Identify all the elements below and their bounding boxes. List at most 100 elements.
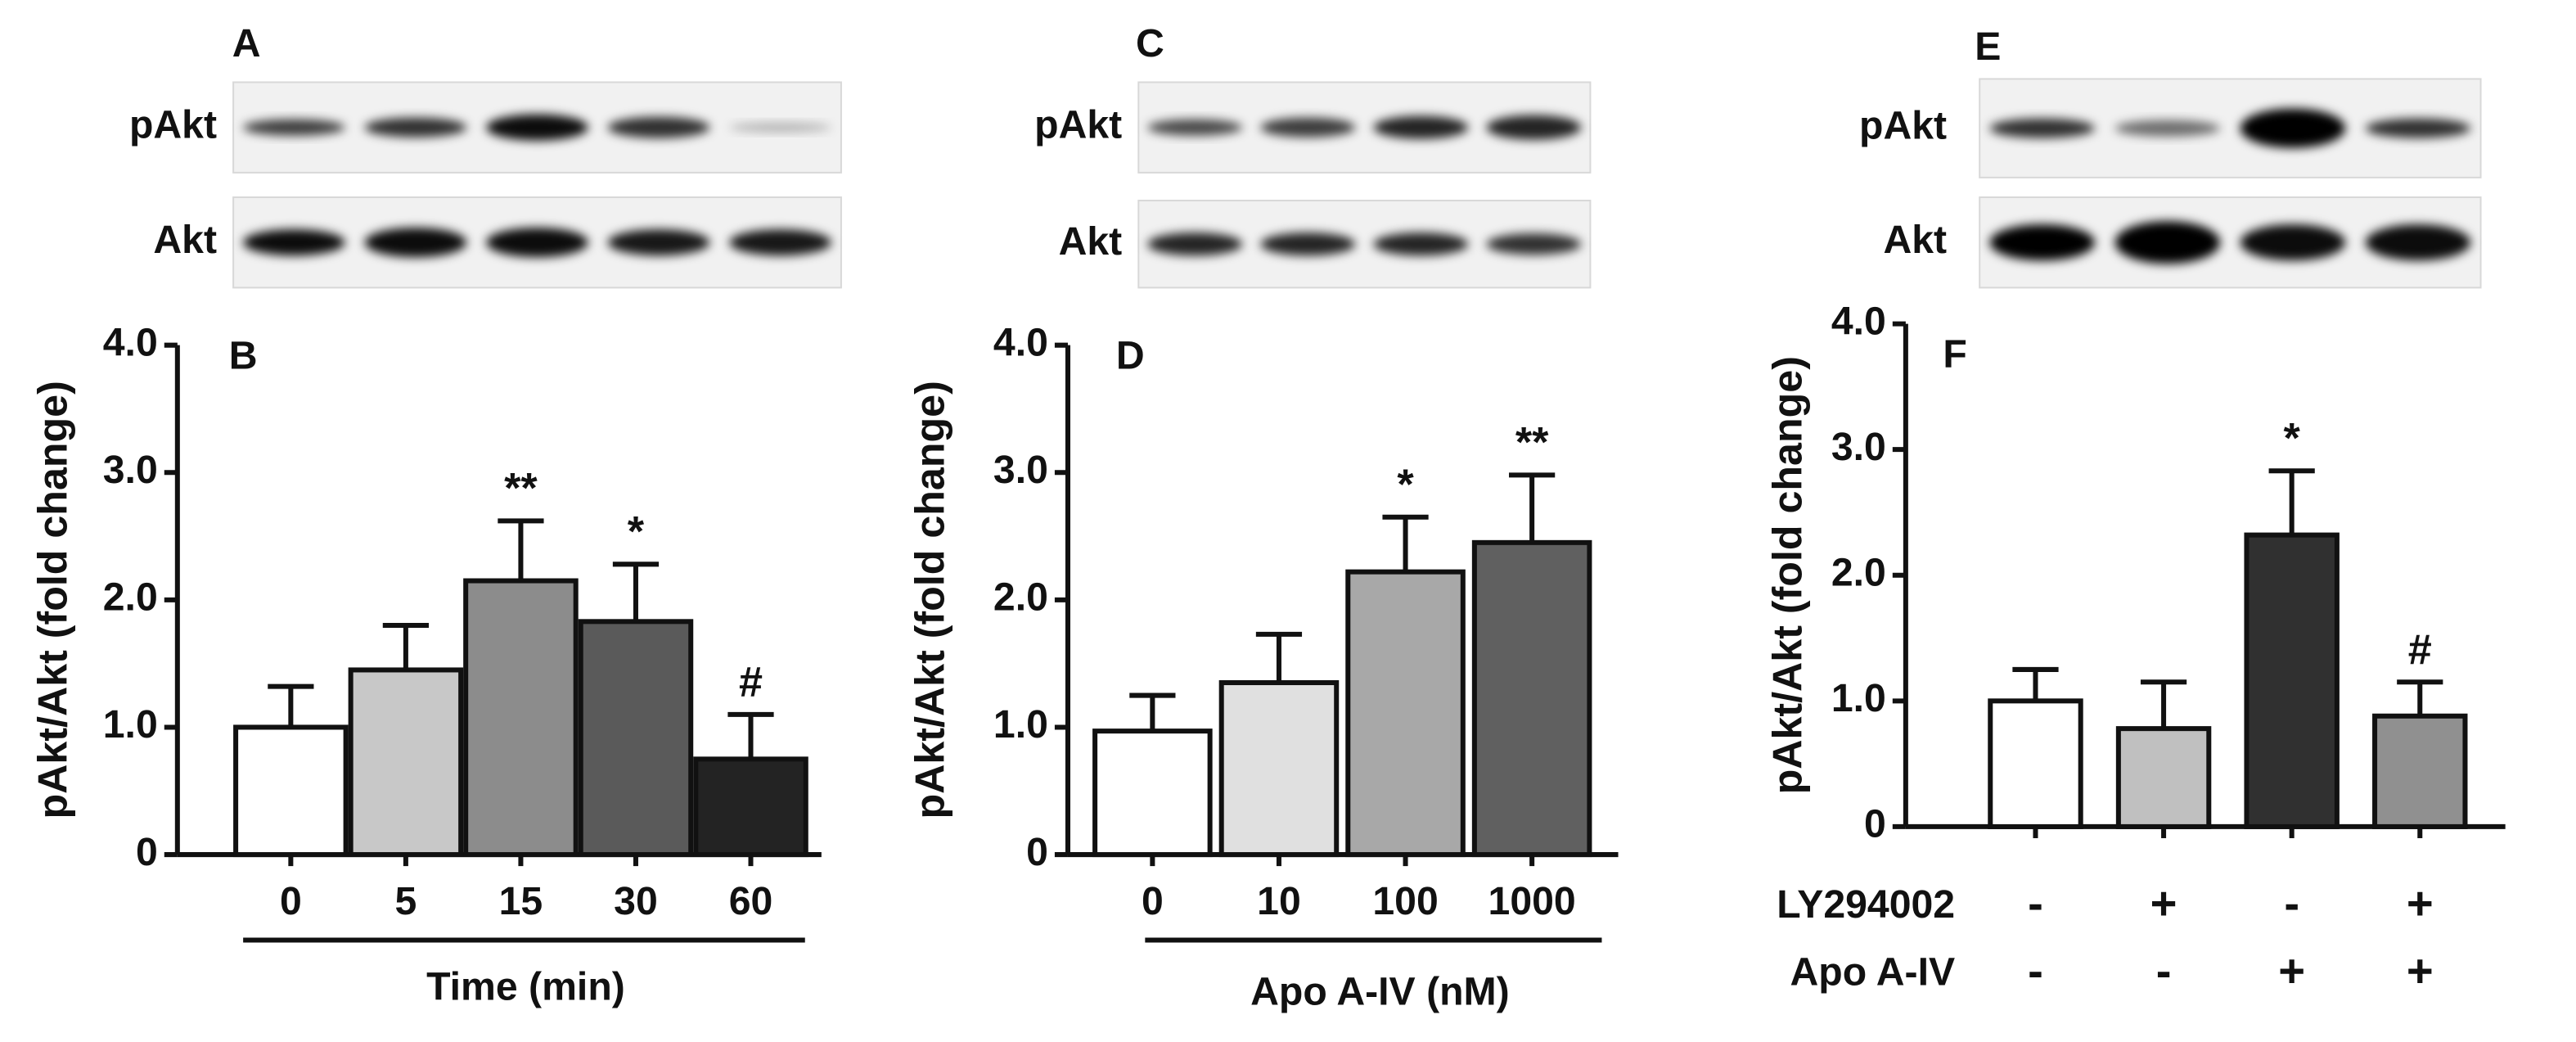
- bar: [1092, 728, 1213, 858]
- x-tick-label: 30: [614, 879, 658, 923]
- blot-band: [364, 117, 467, 138]
- blot-band: [607, 116, 710, 138]
- blot-row-label: pAkt: [1034, 102, 1122, 147]
- blot-band: [1260, 117, 1356, 138]
- blot-band: [1260, 232, 1356, 256]
- blot-band: [364, 228, 467, 258]
- significance-label: *: [1397, 461, 1414, 508]
- x-tick-label: 5: [394, 879, 417, 923]
- x-tick-label: 0: [1142, 879, 1164, 923]
- blot-band: [1486, 233, 1582, 255]
- bar: [1471, 539, 1592, 858]
- blot-band: [1989, 224, 2096, 261]
- x-tick-label: 15: [499, 879, 543, 923]
- blot-band: [486, 228, 588, 258]
- bar: [2115, 726, 2212, 829]
- x-tick-label: 100: [1372, 879, 1438, 923]
- y-tick-label: 3.0: [993, 448, 1048, 492]
- bar: [1988, 698, 2083, 829]
- blot-band: [1373, 115, 1469, 139]
- blot-band: [607, 229, 710, 256]
- y-tick-label: 1.0: [1831, 676, 1886, 720]
- panel-label: A: [232, 21, 261, 65]
- blot-band: [1989, 118, 2096, 138]
- condition-sign: +: [2407, 877, 2434, 929]
- blot-band: [2114, 120, 2221, 137]
- blot-band: [1373, 232, 1469, 256]
- x-tick-label: 0: [280, 879, 302, 923]
- y-tick-label: 0: [136, 830, 158, 874]
- significance-label: **: [1515, 419, 1549, 467]
- panel-label: F: [1943, 332, 1966, 376]
- bar: [1345, 569, 1466, 858]
- condition-sign: +: [2407, 945, 2434, 996]
- panel-label: B: [229, 333, 258, 377]
- condition-label: LY294002: [1777, 882, 1955, 927]
- blot-band: [2365, 224, 2471, 261]
- significance-label: #: [739, 659, 763, 706]
- y-tick-label: 3.0: [103, 448, 158, 492]
- significance-label: **: [504, 465, 538, 512]
- y-tick-label: 0: [1026, 830, 1048, 874]
- significance-label: #: [2408, 626, 2432, 674]
- blot-band: [2240, 224, 2346, 261]
- condition-label: Apo A-IV: [1790, 950, 1956, 994]
- blot-band: [1147, 119, 1243, 136]
- bar: [578, 619, 694, 858]
- y-tick-label: 2.0: [103, 575, 158, 620]
- panel-label: D: [1116, 333, 1145, 377]
- condition-sign: -: [2028, 877, 2043, 929]
- condition-sign: +: [2278, 945, 2305, 996]
- blot-band: [1486, 115, 1582, 140]
- y-axis-title: pAkt/Akt (fold change): [907, 381, 953, 819]
- x-axis-title: Time (min): [426, 964, 625, 1008]
- panel-label: E: [1975, 25, 2001, 69]
- condition-sign: -: [2156, 945, 2172, 996]
- blot-band: [2240, 108, 2346, 148]
- panel-label: C: [1136, 21, 1164, 65]
- blot-row-label: Akt: [153, 218, 217, 262]
- bar: [2244, 532, 2340, 829]
- blot-band: [729, 122, 832, 133]
- blot-band: [2114, 221, 2221, 264]
- y-tick-label: 4.0: [103, 320, 158, 364]
- y-tick-label: 1.0: [993, 702, 1048, 747]
- bar: [1218, 679, 1340, 858]
- blot-band: [242, 119, 345, 136]
- condition-sign: -: [2284, 877, 2299, 929]
- x-tick-label: 1000: [1488, 879, 1576, 923]
- blot-row-label: pAkt: [1859, 103, 1947, 147]
- x-tick-label: 10: [1257, 879, 1301, 923]
- blot-row-label: Akt: [1059, 219, 1123, 264]
- y-tick-label: 2.0: [1831, 550, 1886, 594]
- y-tick-label: 4.0: [1831, 299, 1886, 343]
- bar: [2372, 713, 2468, 829]
- blot-band: [242, 229, 345, 256]
- y-tick-label: 3.0: [1831, 425, 1886, 469]
- y-tick-label: 2.0: [993, 575, 1048, 620]
- bar: [693, 756, 808, 858]
- blot-band: [1147, 232, 1243, 256]
- bar: [233, 724, 349, 858]
- blot-row-label: Akt: [1883, 218, 1947, 262]
- blot-band: [2365, 118, 2471, 138]
- condition-sign: -: [2028, 945, 2043, 996]
- blot-band: [729, 229, 832, 256]
- y-tick-label: 1.0: [103, 702, 158, 747]
- y-tick-label: 4.0: [993, 320, 1048, 364]
- y-axis-title: pAkt/Akt (fold change): [30, 381, 76, 819]
- bar: [463, 578, 579, 858]
- significance-label: *: [2284, 415, 2301, 462]
- y-tick-label: 0: [1864, 802, 1886, 846]
- blot-band: [486, 114, 588, 141]
- condition-sign: +: [2150, 877, 2177, 929]
- y-axis-title: pAkt/Akt (fold change): [1765, 356, 1811, 794]
- x-axis-title: Apo A-IV (nM): [1250, 969, 1510, 1013]
- bar: [348, 667, 464, 858]
- blot-row-label: pAkt: [129, 102, 217, 147]
- significance-label: *: [628, 508, 645, 556]
